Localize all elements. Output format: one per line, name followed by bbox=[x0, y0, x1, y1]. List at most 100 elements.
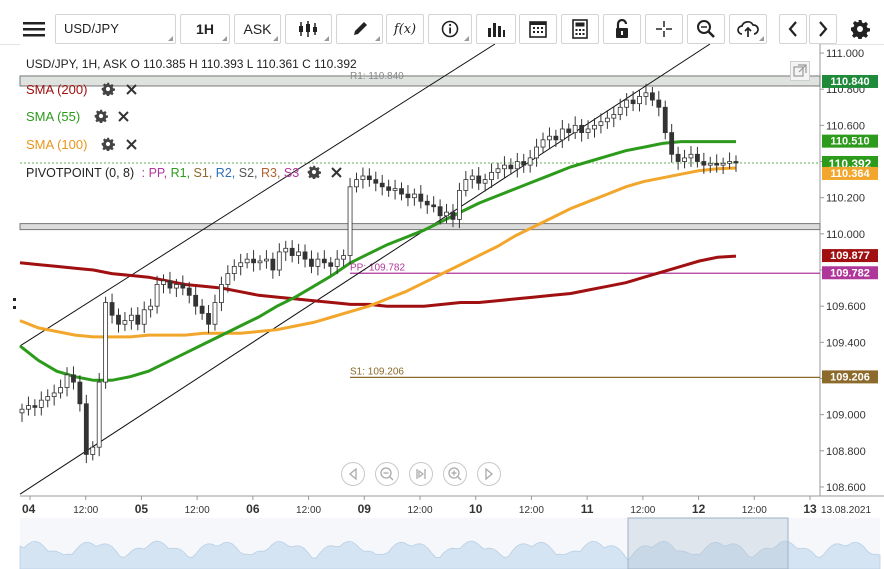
gear-icon[interactable] bbox=[307, 165, 321, 182]
timeframe-select[interactable]: 1H bbox=[180, 14, 230, 44]
info-icon bbox=[441, 20, 459, 38]
candle-body bbox=[495, 168, 501, 173]
zoom-in-button[interactable] bbox=[443, 462, 467, 486]
candle-body bbox=[19, 408, 25, 414]
timeframe-value: 1H bbox=[196, 21, 214, 37]
settings-button[interactable] bbox=[845, 14, 875, 44]
candle-body bbox=[276, 251, 282, 271]
dropdown-corner-icon bbox=[375, 36, 380, 41]
candle-body bbox=[167, 280, 173, 289]
candle-body bbox=[624, 99, 630, 108]
candle-body bbox=[302, 251, 308, 260]
gear-icon[interactable] bbox=[101, 137, 116, 154]
sma-100-line bbox=[19, 166, 737, 339]
resize-handle-dot[interactable] bbox=[13, 306, 16, 309]
candle-body bbox=[630, 99, 636, 105]
candle-body bbox=[148, 305, 154, 311]
candle-body bbox=[51, 392, 57, 397]
close-icon[interactable] bbox=[125, 83, 138, 99]
zoom-out-button[interactable] bbox=[375, 462, 399, 486]
calendar-button[interactable] bbox=[519, 14, 557, 44]
info-button[interactable] bbox=[428, 14, 472, 44]
symbol-select[interactable]: USD/JPY bbox=[55, 14, 176, 44]
next-button[interactable] bbox=[809, 14, 837, 44]
candle-body bbox=[341, 255, 347, 260]
candle-body bbox=[579, 124, 585, 133]
navigator-window[interactable] bbox=[627, 517, 789, 569]
close-icon[interactable] bbox=[117, 110, 130, 126]
chevron-left-icon bbox=[788, 21, 797, 37]
candle-body bbox=[714, 162, 720, 166]
price-type-value: ASK bbox=[243, 21, 272, 37]
resize-handle-dot[interactable] bbox=[13, 298, 16, 301]
price-tag bbox=[822, 370, 878, 384]
x-tick-label: 04 bbox=[22, 502, 36, 516]
draw-tool-button[interactable] bbox=[336, 14, 383, 44]
pivot-label: S1: 109.206 bbox=[350, 366, 404, 377]
gear-icon[interactable] bbox=[94, 109, 108, 126]
price-chart[interactable]: 108.600108.800109.000109.200109.400109.6… bbox=[0, 44, 884, 569]
dropdown-corner-icon bbox=[168, 36, 173, 41]
crosshair-button[interactable] bbox=[645, 14, 683, 44]
menu-button[interactable] bbox=[14, 14, 54, 44]
candle-body bbox=[611, 114, 617, 119]
cloud-button[interactable] bbox=[729, 14, 767, 44]
x-tick-label: 12:00 bbox=[73, 505, 98, 516]
gear-icon[interactable] bbox=[101, 82, 116, 99]
channel-lower-line bbox=[19, 44, 711, 495]
zoom-in-icon bbox=[448, 467, 462, 481]
candle-body bbox=[559, 128, 565, 141]
x-tick-label: 12:00 bbox=[519, 505, 544, 516]
candle-body bbox=[283, 247, 289, 253]
candle-body bbox=[701, 161, 707, 166]
legend-sma-100: SMA (100) bbox=[26, 137, 138, 154]
prev-button[interactable] bbox=[779, 14, 807, 44]
plot-area[interactable] bbox=[20, 44, 820, 496]
function-icon: f(x) bbox=[393, 21, 417, 37]
candle-body bbox=[643, 92, 649, 97]
pivot-r1: R1, bbox=[170, 165, 191, 180]
legend-label: SMA (200) bbox=[26, 82, 88, 97]
unlock-button[interactable] bbox=[603, 14, 641, 44]
candle-body bbox=[64, 374, 70, 388]
candle-body bbox=[83, 403, 89, 455]
y-tick-label: 108.800 bbox=[826, 446, 866, 458]
calculator-button[interactable] bbox=[561, 14, 599, 44]
candle-body bbox=[508, 164, 514, 170]
candle-body bbox=[534, 146, 539, 159]
x-tick-label: 09 bbox=[358, 502, 372, 516]
candle-body bbox=[585, 128, 591, 133]
candle-body bbox=[212, 302, 218, 325]
candle-body bbox=[58, 387, 63, 394]
candle-body bbox=[450, 211, 456, 220]
popout-button[interactable] bbox=[790, 61, 810, 81]
chevron-right-icon bbox=[819, 21, 828, 37]
magnifier-icon bbox=[697, 20, 715, 38]
scroll-right-button[interactable] bbox=[477, 462, 501, 486]
chart-type-button[interactable] bbox=[285, 14, 332, 44]
pivot-r2: R2, bbox=[215, 165, 236, 180]
zoom-button[interactable] bbox=[687, 14, 725, 44]
price-tag-label: 109.877 bbox=[830, 250, 870, 262]
reset-zoom-button[interactable] bbox=[409, 462, 433, 486]
candle-body bbox=[424, 200, 430, 206]
volume-button[interactable] bbox=[476, 14, 516, 44]
triangle-right-icon bbox=[485, 467, 494, 481]
candle-body bbox=[418, 193, 424, 202]
close-icon[interactable] bbox=[125, 138, 138, 154]
price-tag bbox=[822, 249, 878, 263]
candle-body bbox=[662, 106, 668, 133]
candle-body bbox=[540, 139, 546, 148]
indicators-button[interactable]: f(x) bbox=[386, 14, 424, 44]
close-icon[interactable] bbox=[330, 166, 343, 182]
price-type-select[interactable]: ASK bbox=[234, 14, 281, 44]
candle-body bbox=[321, 258, 327, 264]
candle-body bbox=[219, 284, 224, 303]
candle-body bbox=[669, 132, 675, 155]
reset-icon bbox=[416, 469, 426, 479]
pivot-separator: : bbox=[141, 165, 146, 180]
price-tag bbox=[822, 166, 878, 180]
popout-icon bbox=[793, 64, 807, 77]
x-tick-label: 12:00 bbox=[296, 505, 321, 516]
scroll-left-button[interactable] bbox=[341, 462, 365, 486]
